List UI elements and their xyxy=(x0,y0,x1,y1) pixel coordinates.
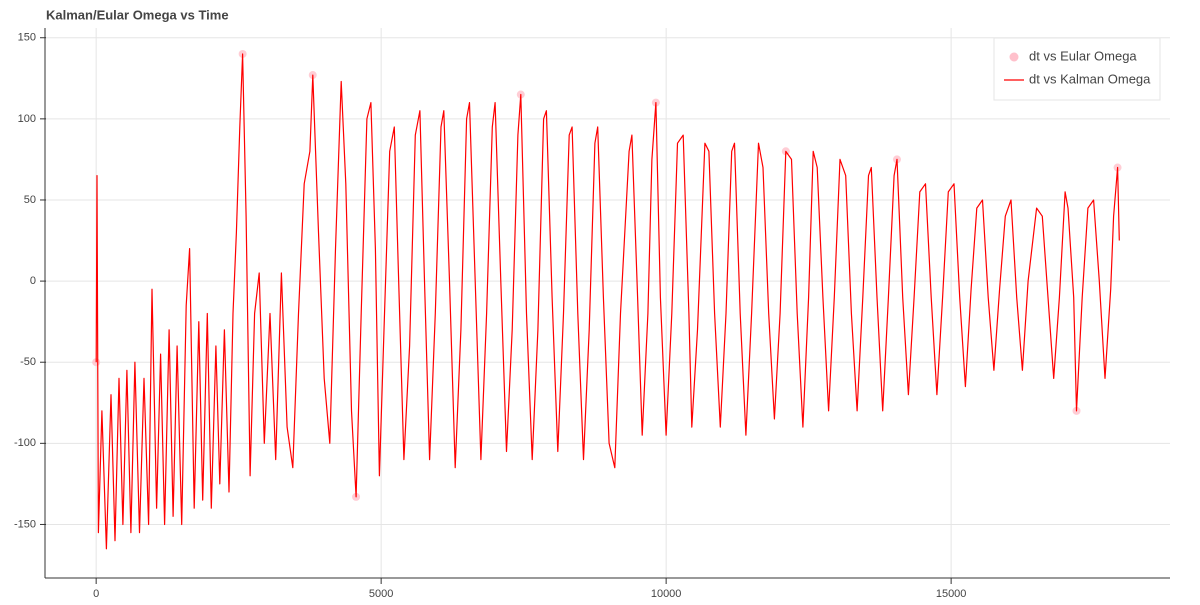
x-tick-label: 0 xyxy=(93,588,99,600)
legend-box xyxy=(993,37,1161,101)
legend-label: dt vs Kalman Omega xyxy=(1029,71,1151,86)
y-tick-label: 100 xyxy=(18,113,36,125)
y-tick-label: 50 xyxy=(24,194,36,206)
x-tick-label: 5000 xyxy=(369,588,393,600)
legend: dt vs Eular Omega dt vs Kalman Omega xyxy=(993,37,1161,101)
chart-title: Kalman/Eular Omega vs Time xyxy=(46,7,229,22)
x-tick-label: 15000 xyxy=(936,588,967,600)
legend-symbol xyxy=(1009,52,1019,62)
y-tick-label: -100 xyxy=(14,437,36,449)
y-tick-label: 150 xyxy=(18,32,36,44)
ticks: 0 5000 10000 15000 -150 -100 -50 0 50 100 150 xyxy=(14,32,966,600)
x-tick-label: 10000 xyxy=(651,588,682,600)
legend-label: dt vs Eular Omega xyxy=(1029,48,1137,63)
line xyxy=(95,53,1120,550)
y-tick-label: 0 xyxy=(30,275,36,287)
grid xyxy=(46,28,1170,578)
marks xyxy=(92,49,1122,550)
y-tick-label: -150 xyxy=(14,518,36,530)
y-tick-label: -50 xyxy=(20,356,36,368)
